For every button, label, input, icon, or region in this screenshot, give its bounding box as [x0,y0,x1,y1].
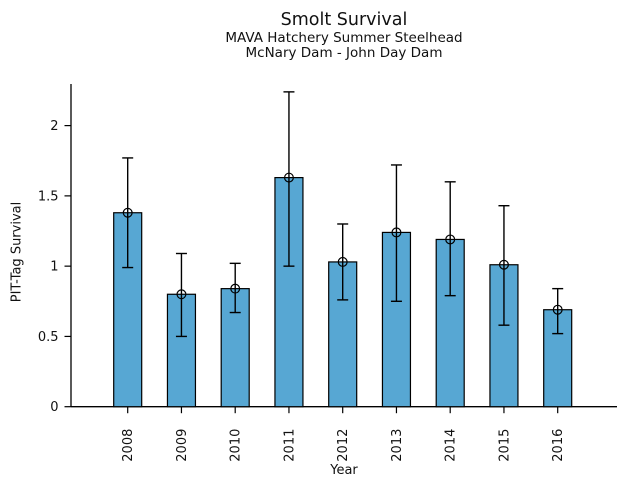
x-tick-label-2013: 2013 [390,429,405,462]
x-tick-label-2009: 2009 [175,429,190,462]
y-tick-label: 0 [50,400,58,415]
point-marker-2010 [230,283,241,294]
y-tick-label: 0.5 [38,330,59,345]
chart-subtitle-line2: McNary Dam - John Day Dam [245,45,443,61]
point-marker-2016 [552,304,563,315]
chart-title: Smolt Survival [280,10,408,30]
y-tick-label: 1 [50,260,58,275]
point-marker-2015 [498,259,509,270]
chart-subtitle-line1: MAVA Hatchery Summer Steelhead [225,30,463,46]
x-tick-label-2015: 2015 [497,429,512,462]
point-marker-2009 [176,289,187,300]
point-marker-2008 [122,207,133,218]
x-tick-label-2011: 2011 [282,429,297,462]
y-tick-label: 1.5 [38,189,59,204]
point-marker-2011 [283,172,294,183]
x-tick-label-2016: 2016 [551,429,566,462]
y-tick-label: 2 [50,119,58,134]
x-tick-label-2010: 2010 [229,429,244,462]
point-marker-2012 [337,256,348,267]
x-tick-label-2014: 2014 [444,429,459,462]
x-tick-label-2012: 2012 [336,429,351,462]
x-axis-label: Year [330,463,358,478]
x-tick-label-2008: 2008 [121,429,136,462]
point-marker-2014 [445,234,456,245]
bar-2010 [220,288,250,408]
point-marker-2013 [391,227,402,238]
